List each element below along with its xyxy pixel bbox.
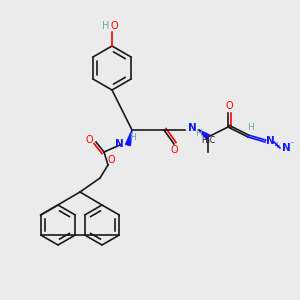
Text: H₃C: H₃C [201, 136, 215, 145]
Text: ⁻: ⁻ [289, 140, 293, 148]
Text: O: O [110, 21, 118, 31]
Text: N: N [282, 143, 291, 153]
Text: H: H [129, 134, 135, 142]
Text: N: N [188, 123, 197, 133]
Polygon shape [126, 130, 132, 146]
Text: O: O [170, 145, 178, 155]
Text: N: N [115, 139, 124, 149]
Text: N: N [266, 136, 275, 146]
Text: H: H [102, 21, 110, 31]
Polygon shape [199, 130, 209, 139]
Text: O: O [107, 155, 115, 165]
Text: O: O [225, 101, 233, 111]
Text: O: O [85, 135, 93, 145]
Text: +: + [273, 142, 279, 151]
Text: H: H [195, 130, 202, 139]
Text: H: H [248, 122, 254, 131]
